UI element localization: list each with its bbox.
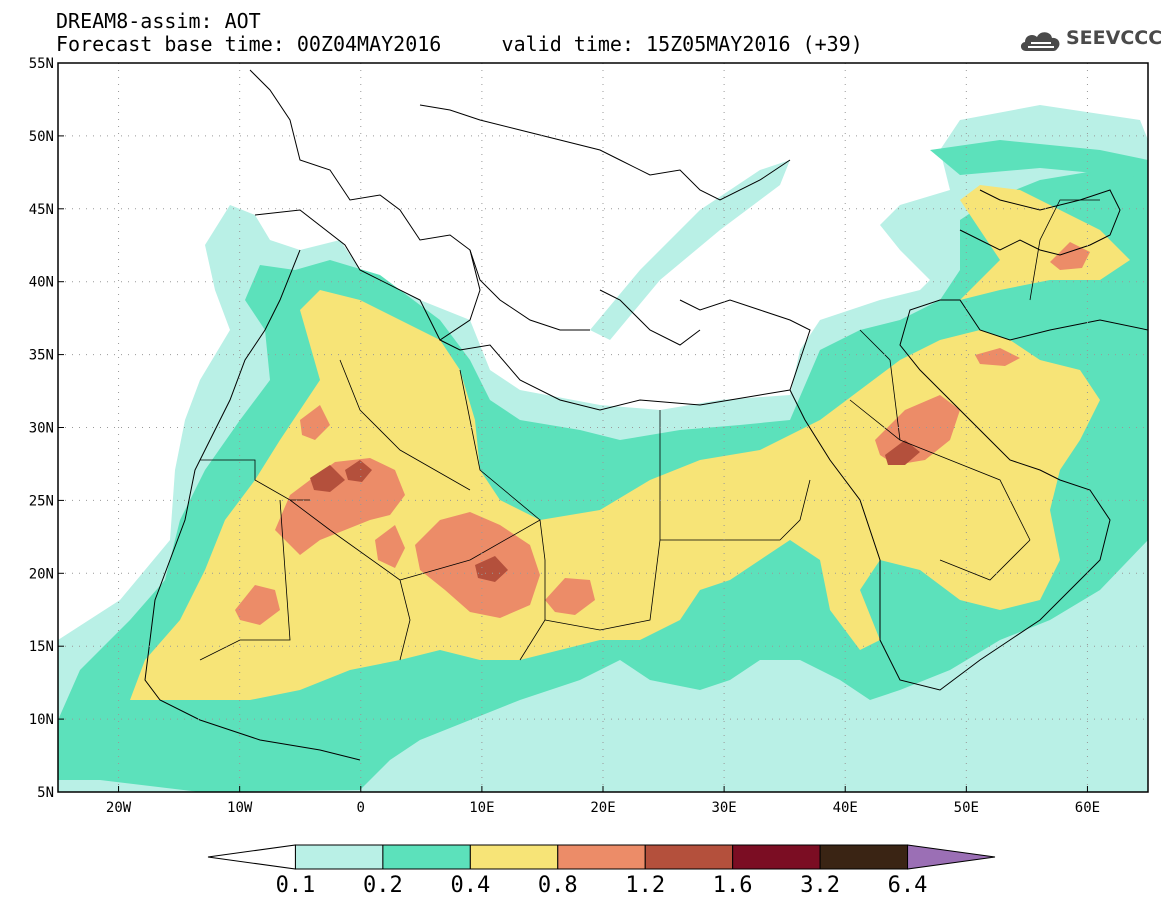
chart-title: DREAM8-assim: AOT <box>56 9 261 33</box>
colorbar-bin <box>819 844 909 870</box>
aot-contour-04 <box>130 290 1100 700</box>
colorbar-bin <box>294 844 384 870</box>
colorbar-label: 1.6 <box>713 873 753 898</box>
country-borders <box>199 199 1100 661</box>
lat-tick-label: 30N <box>29 421 54 437</box>
colorbar-label: 6.4 <box>888 873 928 898</box>
aot-contour-08-e <box>375 525 405 568</box>
colorbar-label: 0.8 <box>538 873 578 898</box>
aot-contour-08-f <box>300 405 330 440</box>
lat-tick-label: 25N <box>29 493 54 509</box>
colorbar-label: 0.1 <box>276 873 316 898</box>
seevccc-logo: SEEVCCC <box>1018 25 1162 55</box>
gridlines <box>58 62 1148 793</box>
colorbar-bin <box>644 844 734 870</box>
colorbar-label: 0.2 <box>363 873 403 898</box>
lat-tick-label: 10N <box>29 712 54 728</box>
latitude-ticks: 55N 50N 45N 40N 35N 30N 25N 20N 15N 10N 5N <box>29 56 64 801</box>
lat-tick-label: 5N <box>37 785 54 801</box>
colorbar-bin <box>907 844 996 870</box>
lon-tick-label: 50E <box>954 800 979 816</box>
aot-contour-08-h <box>975 348 1020 366</box>
lon-tick-label: 20W <box>106 800 132 816</box>
aot-contour-08-i <box>1050 242 1090 270</box>
aot-contour-08-d <box>545 578 595 615</box>
aot-contour-08-a <box>275 458 405 555</box>
colorbar-bin <box>732 844 821 870</box>
colorbar: 0.1 0.2 0.4 0.8 1.2 1.6 3.2 6.4 <box>207 844 996 898</box>
colorbar-bin <box>382 844 471 870</box>
colorbar-label: 3.2 <box>800 873 840 898</box>
lat-tick-label: 35N <box>29 348 54 364</box>
lon-tick-label: 60E <box>1075 800 1100 816</box>
aot-contour-01-plume <box>590 160 790 340</box>
colorbar-bin <box>469 844 559 870</box>
lat-tick-label: 40N <box>29 275 54 291</box>
aot-contour-12-a <box>310 465 345 492</box>
aot-contour-08-c <box>235 585 280 625</box>
chart-subtitle: Forecast base time: 00Z04MAY2016 valid t… <box>56 33 863 55</box>
colorbar-label: 0.4 <box>450 873 490 898</box>
lon-tick-label: 30E <box>711 800 736 816</box>
longitude-ticks: 20W 10W 0 10E 20E 30E 40E 50E 60E <box>106 786 1100 816</box>
aot-contour-12-d <box>885 440 920 465</box>
lon-tick-label: 0 <box>357 800 365 816</box>
lat-tick-label: 20N <box>29 566 54 582</box>
aot-contour-04-north <box>960 185 1130 300</box>
aot-contour-02-north <box>930 140 1148 178</box>
logo-text: SEEVCCC <box>1066 27 1163 49</box>
lat-tick-label: 45N <box>29 202 54 218</box>
coastlines <box>144 69 1148 761</box>
lon-tick-label: 10E <box>469 800 494 816</box>
cloud-icon <box>1020 32 1060 51</box>
aot-contour-12-c <box>475 556 508 582</box>
colorbar-label: 1.2 <box>625 873 665 898</box>
lat-tick-label: 55N <box>29 56 54 72</box>
base-time: Forecast base time: 00Z04MAY2016 <box>56 32 442 56</box>
lon-tick-label: 40E <box>833 800 858 816</box>
aot-contour-12-b <box>345 460 372 482</box>
lat-tick-label: 50N <box>29 129 54 145</box>
lon-tick-label: 10W <box>227 800 253 816</box>
lon-tick-label: 20E <box>590 800 615 816</box>
valid-time: valid time: 15Z05MAY2016 (+39) <box>501 32 863 56</box>
colorbar-bin <box>557 844 646 870</box>
colorbar-bin <box>207 844 296 870</box>
lat-tick-label: 15N <box>29 639 54 655</box>
